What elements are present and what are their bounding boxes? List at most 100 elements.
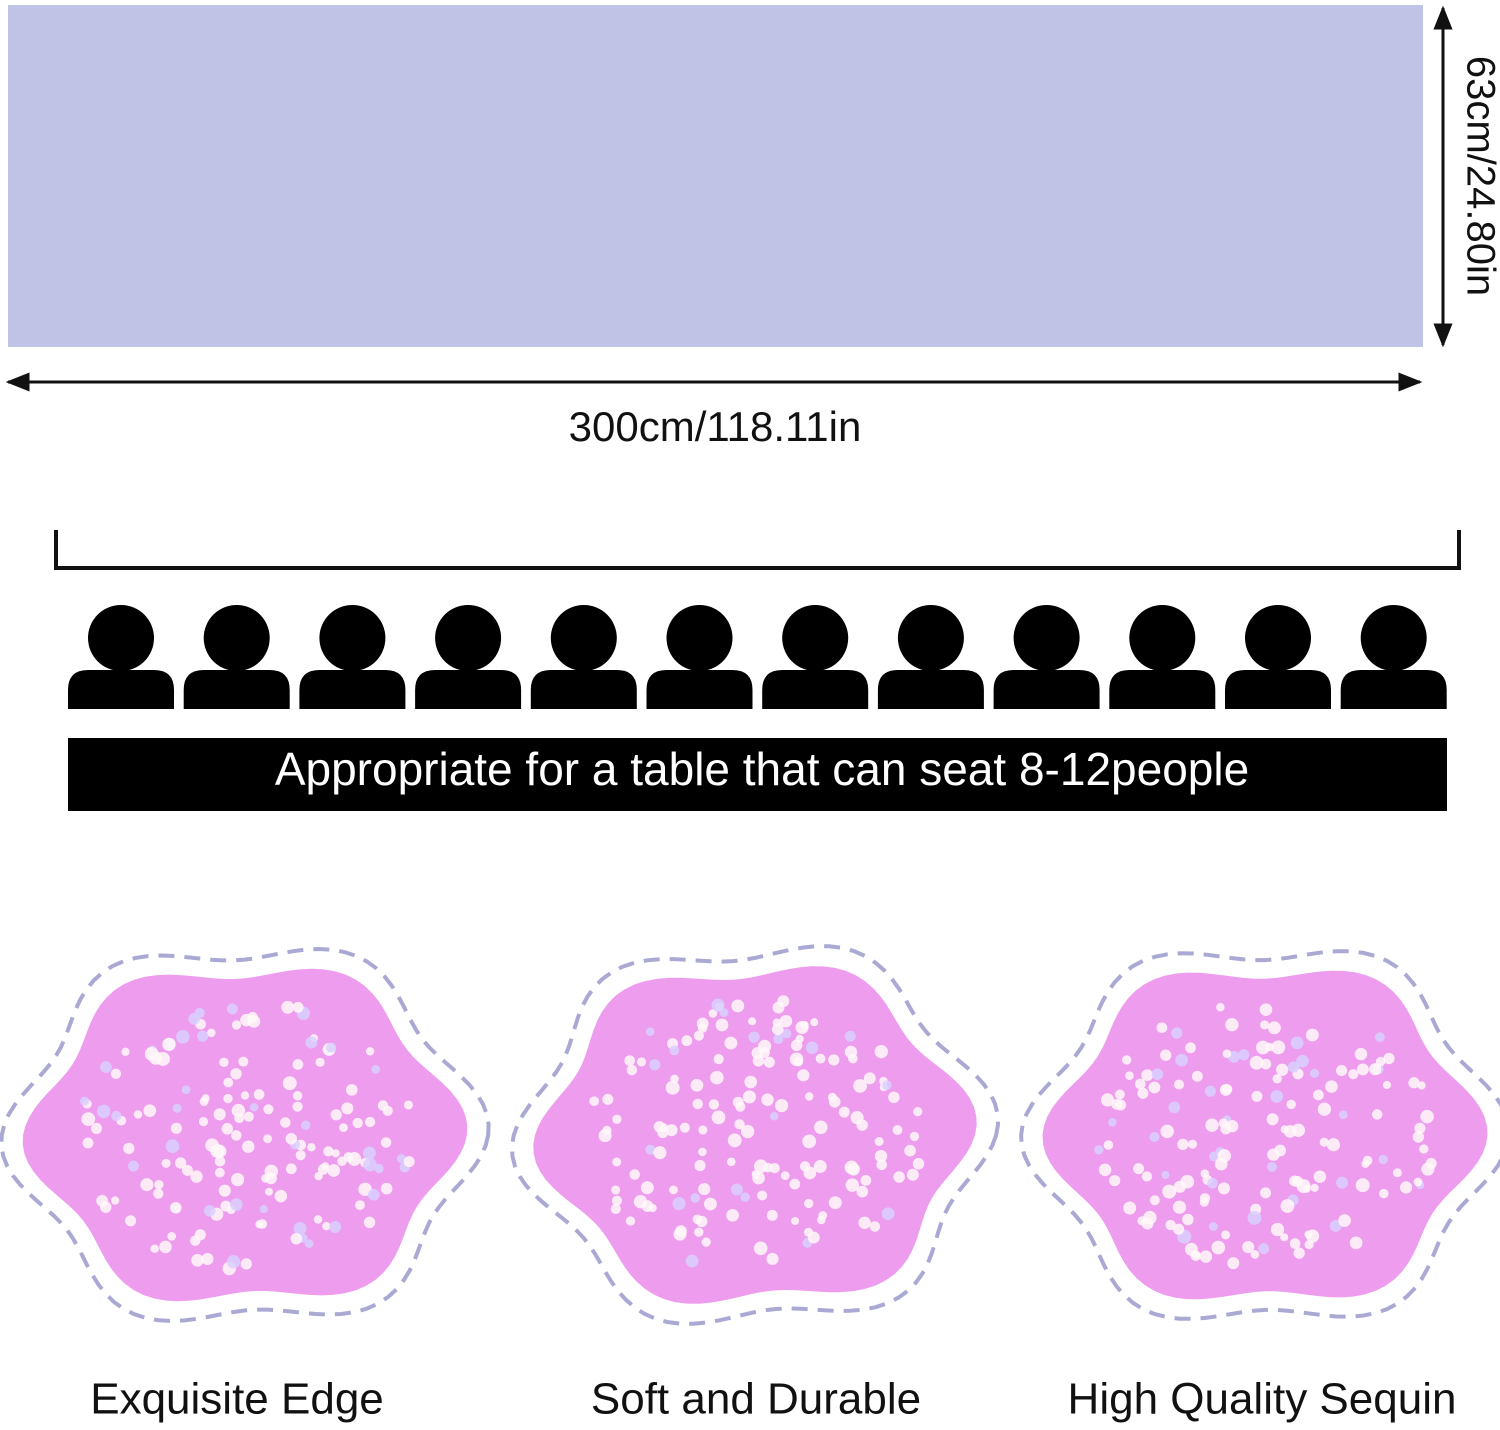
sequin: [380, 1137, 392, 1148]
sequin: [789, 1052, 804, 1067]
sequin: [1338, 1110, 1348, 1120]
sequin: [1114, 1089, 1125, 1100]
sequin: [711, 1110, 726, 1125]
person-head: [1013, 605, 1080, 671]
sequin: [815, 1053, 826, 1064]
sequin: [1310, 1183, 1319, 1192]
sequin: [214, 1167, 225, 1178]
sequin: [165, 1139, 180, 1154]
sequin: [773, 1033, 784, 1045]
sequin: [1317, 1102, 1332, 1116]
sequin: [893, 1171, 905, 1183]
sequin: [364, 1116, 376, 1128]
sequin: [828, 1196, 842, 1210]
sequin: [143, 1104, 157, 1118]
sequin: [329, 1221, 342, 1233]
sequin: [715, 1018, 729, 1032]
sequin: [1289, 1238, 1301, 1249]
people-row: [68, 605, 1447, 709]
sequin: [1292, 1176, 1304, 1187]
sequin: [170, 1201, 182, 1214]
sequin: [156, 1052, 170, 1066]
sequin: [355, 1200, 365, 1211]
sequin: [292, 1091, 303, 1101]
sequin: [1349, 1236, 1363, 1250]
sequin: [219, 1057, 229, 1068]
sequin: [1305, 1028, 1319, 1042]
sequin: [856, 1119, 868, 1131]
sequin: [1356, 1063, 1369, 1076]
sequin: [243, 1111, 254, 1122]
sequin: [1355, 1178, 1370, 1193]
sequin: [740, 1192, 750, 1202]
sequin: [672, 1197, 686, 1211]
sequin: [174, 1157, 187, 1169]
sequin: [611, 1195, 623, 1206]
sequin: [331, 1149, 340, 1158]
sequin: [790, 1039, 803, 1052]
sequin: [214, 1156, 226, 1167]
sequin: [692, 1214, 703, 1225]
sequin: [710, 1070, 724, 1085]
sequin: [315, 1057, 325, 1067]
sequin: [874, 1149, 888, 1163]
sequin: [804, 1198, 814, 1209]
sequin: [665, 1080, 680, 1095]
sequin: [636, 1057, 647, 1067]
sequin: [292, 1059, 304, 1070]
sequin: [844, 1160, 859, 1175]
sequin: [697, 1023, 708, 1033]
sequin: [1374, 1032, 1385, 1043]
sequin: [817, 1215, 826, 1225]
sequin: [753, 1241, 768, 1256]
sequin: [1280, 1233, 1289, 1242]
table-runner: [8, 5, 1423, 347]
sequin: [1225, 1018, 1239, 1032]
sequin: [1160, 1049, 1172, 1061]
sequin: [341, 1102, 354, 1115]
sequin: [693, 1030, 704, 1041]
sequin: [1134, 1078, 1146, 1090]
sequin: [804, 1092, 814, 1101]
sequin: [263, 1134, 273, 1144]
sequin: [1378, 1154, 1388, 1165]
person-head: [435, 605, 502, 671]
sequin: [657, 1126, 669, 1139]
sequin: [181, 1164, 193, 1176]
sequin: [611, 1185, 621, 1195]
sequin: [869, 1221, 881, 1232]
sequin: [121, 1047, 130, 1056]
sequin: [858, 1216, 871, 1229]
sequin: [748, 1031, 760, 1043]
sequin: [1180, 1174, 1195, 1189]
sequin: [624, 1055, 636, 1066]
sequin: [1371, 1109, 1383, 1120]
sequin: [280, 1117, 291, 1128]
person-head: [550, 605, 617, 671]
sequin: [740, 1124, 755, 1139]
feature-images: [0, 944, 1500, 1326]
sequin: [1408, 1077, 1420, 1089]
sequin: [1238, 1049, 1250, 1061]
sequin: [1266, 1113, 1279, 1126]
sequin: [374, 1163, 384, 1174]
sequin: [813, 1160, 827, 1173]
sequin: [1242, 1241, 1255, 1254]
sequin: [1226, 1120, 1239, 1133]
sequin: [1313, 1170, 1327, 1183]
sequin: [763, 1056, 775, 1068]
sequin: [679, 1122, 690, 1133]
person-body: [877, 670, 984, 709]
sequin: [1412, 1131, 1425, 1143]
sequin: [172, 1103, 182, 1113]
sequin: [1222, 1049, 1232, 1059]
sequin: [863, 1072, 876, 1085]
sequin: [1293, 1247, 1305, 1259]
sequin: [1103, 1140, 1114, 1150]
sequin: [892, 1125, 903, 1135]
sequin: [797, 1069, 810, 1082]
person-head: [1129, 605, 1196, 671]
sequin: [371, 1065, 381, 1074]
